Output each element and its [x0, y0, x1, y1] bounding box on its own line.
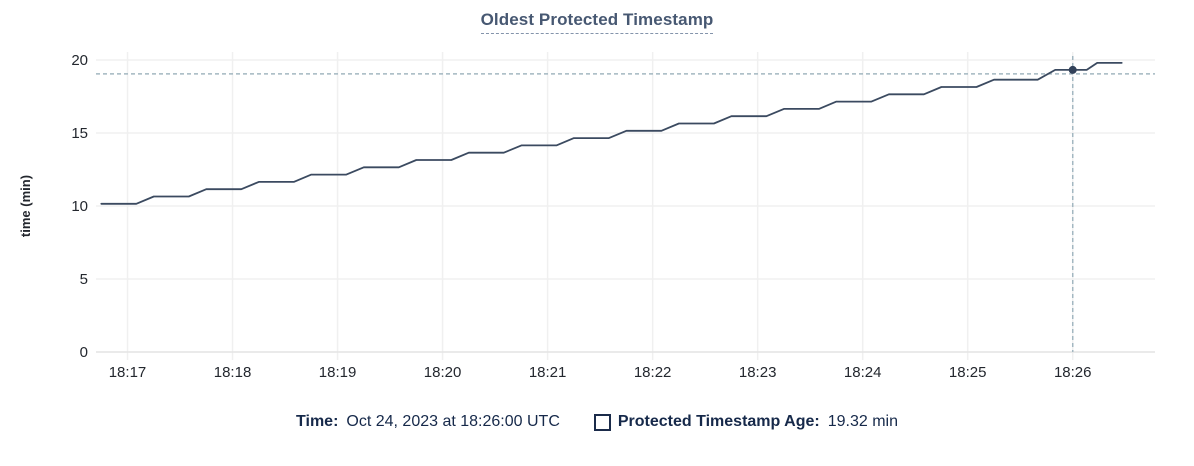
chart-hover-legend: Time: Oct 24, 2023 at 18:26:00 UTC Prote…: [0, 413, 1194, 431]
x-tick-label: 18:23: [739, 364, 777, 381]
x-tick-label: 18:26: [1054, 364, 1092, 381]
x-tick-label: 18:21: [529, 364, 567, 381]
x-tick-label: 18:19: [319, 364, 357, 381]
y-axis-title: time (min): [18, 175, 33, 237]
y-tick-label: 5: [80, 271, 88, 288]
hover-point: [1068, 65, 1077, 74]
legend-checkbox-icon[interactable]: [593, 413, 611, 431]
time-label: Time:: [296, 413, 339, 430]
y-tick-label: 15: [71, 125, 88, 142]
x-tick-label: 18:20: [424, 364, 462, 381]
x-tick-label: 18:22: [634, 364, 672, 381]
x-tick-label: 18:24: [844, 364, 882, 381]
y-tick-label: 10: [71, 198, 88, 215]
x-tick-label: 18:25: [949, 364, 987, 381]
series-value: 19.32 min: [827, 413, 898, 430]
series-line-protected-timestamp-age: [100, 62, 1123, 205]
time-value: Oct 24, 2023 at 18:26:00 UTC: [346, 413, 560, 430]
y-tick-label: 20: [71, 52, 88, 69]
y-tick-label: 0: [80, 344, 88, 361]
x-tick-label: 18:18: [214, 364, 252, 381]
chart-title[interactable]: Oldest Protected Timestamp: [480, 10, 714, 34]
legend-item-protected-timestamp-age[interactable]: Protected Timestamp Age:: [593, 413, 820, 431]
series-label: Protected Timestamp Age:: [617, 413, 820, 430]
chart-plot-area[interactable]: 0 5 10 15 20 18:17 18:18 18:19 18:20 18:21 18:22 18…: [0, 0, 1194, 400]
x-tick-label: 18:17: [109, 364, 147, 381]
chart-title-row: Oldest Protected Timestamp: [0, 10, 1194, 34]
